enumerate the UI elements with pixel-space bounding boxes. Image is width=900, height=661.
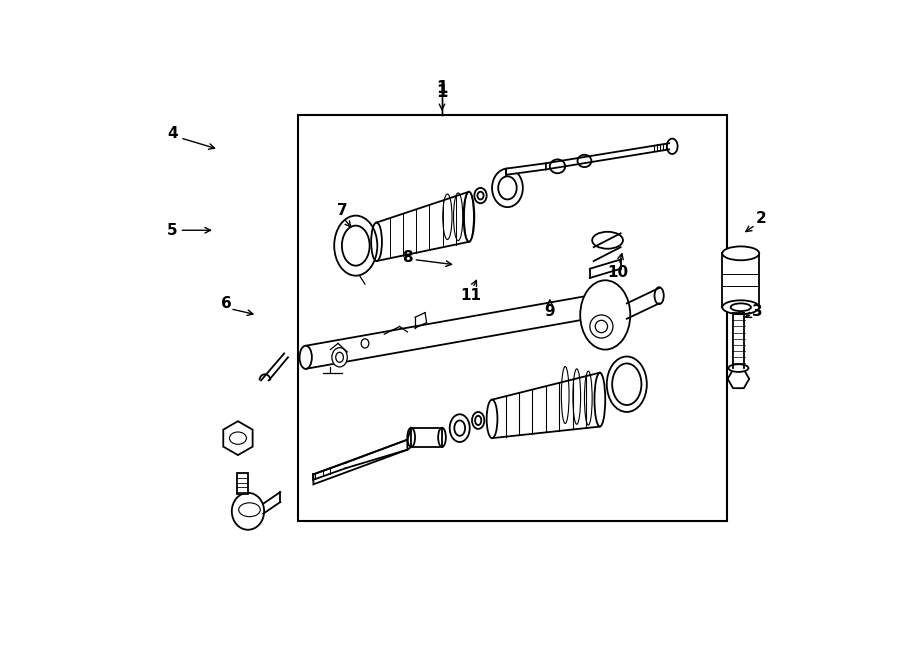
Text: 3: 3 [752, 303, 763, 319]
Text: 7: 7 [337, 204, 347, 219]
Text: 8: 8 [402, 250, 413, 264]
Ellipse shape [590, 315, 613, 338]
Text: 4: 4 [167, 126, 178, 141]
Text: 6: 6 [221, 296, 232, 311]
Ellipse shape [731, 303, 751, 311]
Polygon shape [728, 369, 749, 388]
Text: 2: 2 [756, 212, 767, 226]
Bar [411, 428, 442, 447]
Text: 10: 10 [607, 265, 628, 280]
Ellipse shape [595, 321, 608, 332]
Ellipse shape [238, 503, 260, 517]
Text: 9: 9 [544, 303, 555, 319]
Bar [238, 473, 248, 494]
Text: 5: 5 [167, 223, 178, 238]
Ellipse shape [336, 352, 344, 362]
Ellipse shape [580, 280, 630, 350]
Ellipse shape [475, 416, 482, 425]
Ellipse shape [723, 300, 760, 314]
Ellipse shape [472, 412, 484, 429]
Polygon shape [313, 440, 408, 485]
Ellipse shape [477, 192, 483, 200]
Text: 11: 11 [460, 288, 481, 303]
Polygon shape [506, 163, 546, 175]
Ellipse shape [332, 348, 347, 367]
Ellipse shape [492, 169, 523, 207]
Ellipse shape [723, 247, 760, 260]
Ellipse shape [232, 493, 264, 529]
Ellipse shape [454, 420, 465, 436]
Ellipse shape [592, 232, 623, 249]
Ellipse shape [499, 176, 517, 200]
Ellipse shape [578, 155, 591, 167]
Polygon shape [223, 421, 253, 455]
Ellipse shape [342, 225, 370, 266]
Bar [723, 253, 760, 307]
Ellipse shape [230, 432, 247, 444]
Ellipse shape [612, 364, 642, 405]
Ellipse shape [474, 188, 487, 204]
Text: 1: 1 [436, 79, 448, 97]
Bar [298, 115, 727, 520]
Text: 1: 1 [436, 83, 448, 100]
Ellipse shape [728, 364, 749, 372]
Polygon shape [306, 295, 589, 369]
Ellipse shape [334, 215, 377, 276]
Ellipse shape [450, 414, 470, 442]
Ellipse shape [550, 159, 565, 173]
Ellipse shape [667, 139, 678, 154]
Ellipse shape [654, 288, 664, 304]
Ellipse shape [300, 346, 312, 369]
Ellipse shape [361, 339, 369, 348]
Ellipse shape [607, 356, 647, 412]
